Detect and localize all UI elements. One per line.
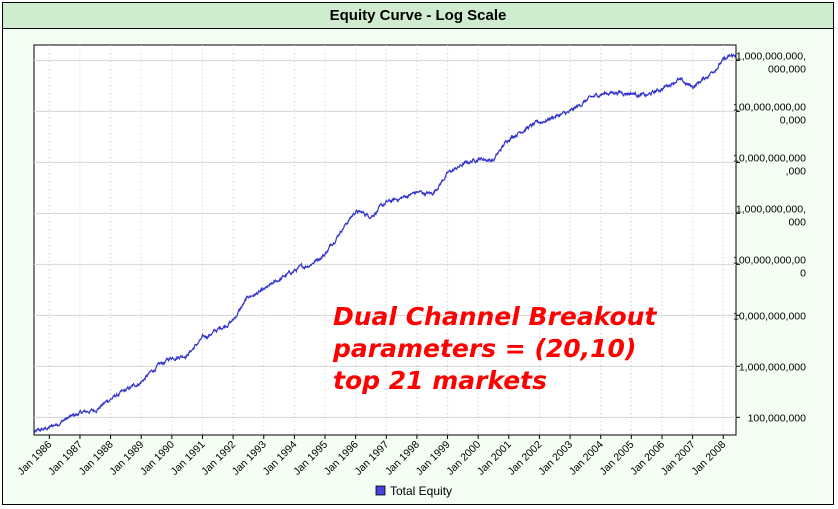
- y-tick-label: 10,000,000,000: [733, 310, 806, 322]
- y-tick-label: 1,000,000,000,: [736, 203, 806, 215]
- y-tick-label: 100,000,000: [748, 412, 807, 424]
- y-tick-label: 000,000: [768, 63, 806, 75]
- chart-title-bar: Equity Curve - Log Scale: [3, 3, 833, 29]
- annotation: Dual Channel Breakout parameters = (20,10…: [332, 302, 657, 395]
- annotation-line: top 21 markets: [333, 366, 547, 395]
- y-tick-label: 10,000,000,000: [733, 152, 806, 164]
- legend: Total Equity: [375, 484, 452, 498]
- chart-title: Equity Curve - Log Scale: [329, 7, 507, 24]
- y-tick-label: 1,000,000,000,: [736, 50, 806, 62]
- annotation-line: parameters = (20,10): [332, 334, 636, 363]
- grid-lines: [34, 45, 736, 435]
- y-tick-label: 1,000,000,000: [739, 361, 806, 373]
- y-tick-label: 100,000,000,00: [733, 101, 806, 113]
- series-line-total-equity: [33, 52, 737, 434]
- legend-swatch-total-equity: [375, 485, 386, 496]
- annotation-line: Dual Channel Breakout: [333, 302, 657, 331]
- y-tick-label: 0: [800, 267, 806, 279]
- y-axis: 100,000,000 1,000,000,000 10,000,000,000 10…: [733, 50, 806, 424]
- y-tick-label: ,000: [786, 165, 807, 177]
- y-tick-label: 000: [788, 216, 806, 228]
- legend-label-total-equity: Total Equity: [390, 484, 452, 498]
- y-tick-label: 100,000,000,00: [733, 254, 806, 266]
- y-tick-label: 0,000: [780, 114, 806, 126]
- x-tick-label: Jan 2008: [689, 439, 728, 478]
